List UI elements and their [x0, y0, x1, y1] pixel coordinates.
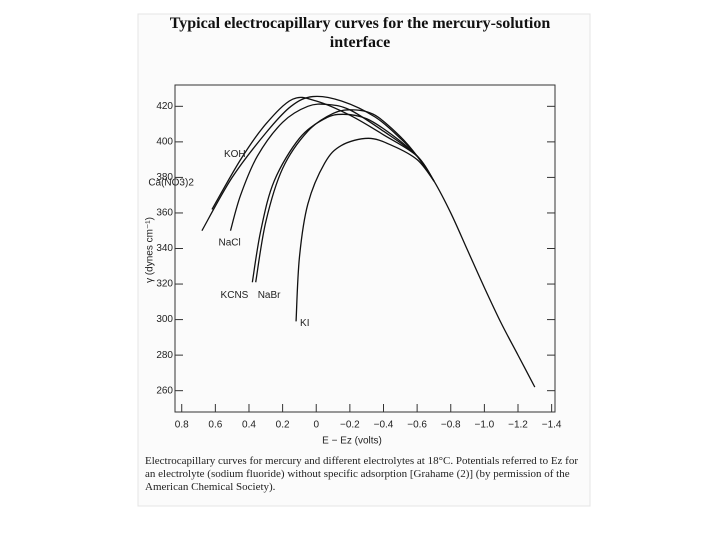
scan-page [137, 13, 591, 507]
y-tick-label: 420 [156, 101, 173, 112]
curve [295, 137, 435, 322]
curve-label: NaBr [258, 290, 281, 301]
y-tick-label: 300 [156, 314, 173, 325]
curve-label: NaCl [218, 237, 240, 248]
x-tick-label: −0.6 [407, 420, 427, 431]
x-tick-label: −1.2 [508, 420, 528, 431]
curve [229, 103, 435, 231]
x-tick-label: 0.2 [276, 420, 290, 431]
y-tick-label: 320 [156, 279, 173, 290]
y-tick-label: 280 [156, 350, 173, 361]
y-axis-label: γ (dynes cm⁻¹) [145, 217, 156, 283]
x-tick-label: 0 [313, 420, 319, 431]
title-box: Typical electrocapillary curves for the … [169, 15, 551, 51]
curve-label: KOH [224, 149, 246, 160]
x-tick-label: 0.6 [208, 420, 222, 431]
curve-label: KCNS [221, 290, 249, 301]
y-tick-label: 380 [156, 172, 173, 183]
x-tick-label: −0.4 [374, 420, 394, 431]
x-tick-label: −0.2 [340, 420, 360, 431]
y-tick-label: 360 [156, 208, 173, 219]
x-tick-label: 0.4 [242, 420, 256, 431]
caption-box: Electrocapillary curves for mercury and … [145, 455, 579, 493]
y-tick-label: 400 [156, 137, 173, 148]
x-tick-label: 0.8 [175, 420, 189, 431]
curve-label: KI [300, 318, 309, 329]
x-tick-label: −1.0 [475, 420, 495, 431]
x-tick-label: −0.8 [441, 420, 461, 431]
curve-label: Ca(NO3)2 [148, 177, 194, 188]
x-tick-label: −1.4 [542, 420, 562, 431]
y-tick-label: 260 [156, 385, 173, 396]
x-axis-label: E − Ez (volts) [322, 436, 382, 447]
caption: Electrocapillary curves for mercury and … [145, 455, 579, 493]
curve [255, 109, 435, 283]
y-tick-label: 340 [156, 243, 173, 254]
curve [251, 113, 435, 283]
chart-title: Typical electrocapillary curves for the … [169, 15, 551, 51]
